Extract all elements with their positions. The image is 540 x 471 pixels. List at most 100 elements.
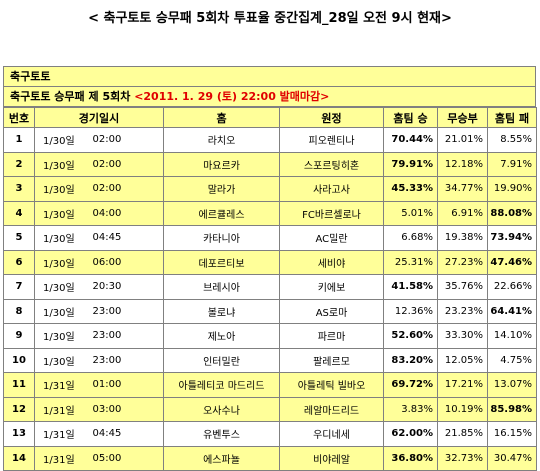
match-date: 1/30일 — [34, 274, 93, 300]
home-team: 오사수나 — [163, 396, 281, 422]
home-team: 마요르카 — [163, 151, 281, 177]
row-number: 13 — [3, 421, 35, 447]
col-header-draw: 무승부 — [437, 107, 489, 128]
row-number: 14 — [3, 445, 35, 471]
match-date: 1/30일 — [34, 151, 93, 177]
home-team: 에르큘레스 — [163, 200, 281, 226]
home-team: 브레시아 — [163, 274, 281, 300]
col-header-away: 원정 — [279, 107, 385, 128]
row-number: 7 — [3, 274, 35, 300]
home-win-rate: 36.80% — [383, 445, 439, 471]
row-number: 6 — [3, 249, 35, 275]
draw-rate: 32.73% — [437, 445, 489, 471]
draw-rate: 10.19% — [437, 396, 489, 422]
home-win-rate: 83.20% — [383, 347, 439, 373]
match-time: 02:00 — [92, 176, 165, 202]
match-date: 1/31일 — [34, 421, 93, 447]
home-team: 라치오 — [163, 127, 281, 153]
match-time: 02:00 — [92, 151, 165, 177]
match-date: 1/30일 — [34, 249, 93, 275]
page-title: < 축구토토 승무패 5회차 투표율 중간집계_28일 오전 9시 현재> — [88, 11, 452, 26]
table-row: 14 1/31일 05:00 에스파뇰 비야레알 36.80% 32.73% 30.47% — [3, 445, 538, 471]
draw-rate: 12.05% — [437, 347, 489, 373]
match-date: 1/30일 — [34, 200, 93, 226]
away-team: FC바르셀로나 — [279, 200, 385, 226]
match-time: 04:45 — [92, 225, 165, 251]
row-number: 4 — [3, 200, 35, 226]
table-row: 5 1/30일 04:45 카타니아 AC밀란 6.68% 19.38% 73.94% — [3, 225, 538, 251]
away-team: 우디네세 — [279, 421, 385, 447]
section-label: 축구토토 — [3, 66, 536, 86]
match-date: 1/30일 — [34, 298, 93, 324]
home-win-rate: 25.31% — [383, 249, 439, 275]
match-time: 23:00 — [92, 347, 165, 373]
col-header-no: 번호 — [3, 107, 35, 128]
row-number: 11 — [3, 372, 35, 398]
home-lose-rate: 14.10% — [487, 323, 538, 349]
row-number: 2 — [3, 151, 35, 177]
away-team: 키에보 — [279, 274, 385, 300]
home-team: 카타니아 — [163, 225, 281, 251]
table-row: 4 1/30일 04:00 에르큘레스 FC바르셀로나 5.01% 6.91% 88.08% — [3, 200, 538, 226]
vote-rate-table-container: 축구토토 축구토토 승무패 제 5회차 <2011. 1. 29 (토) 22:… — [3, 66, 538, 471]
col-header-home: 홈 — [163, 107, 281, 128]
draw-rate: 27.23% — [437, 249, 489, 275]
away-team: 스포르팅히혼 — [279, 151, 385, 177]
away-team: 세비야 — [279, 249, 385, 275]
table-row: 12 1/31일 03:00 오사수나 레알마드리드 3.83% 10.19% 85.98% — [3, 396, 538, 422]
away-team: AC밀란 — [279, 225, 385, 251]
home-team: 유벤투스 — [163, 421, 281, 447]
home-lose-rate: 30.47% — [487, 445, 538, 471]
draw-rate: 33.30% — [437, 323, 489, 349]
home-win-rate: 41.58% — [383, 274, 439, 300]
table-row: 2 1/30일 02:00 마요르카 스포르팅히혼 79.91% 12.18% 7.91% — [3, 151, 538, 177]
home-lose-rate: 19.90% — [487, 176, 538, 202]
vote-rate-table: 번호 경기일시 홈 원정 홈팀 승 무승부 홈팀 패 1 1/30일 02:00 라치… — [3, 107, 538, 471]
match-time: 20:30 — [92, 274, 165, 300]
draw-rate: 6.91% — [437, 200, 489, 226]
home-team: 볼로냐 — [163, 298, 281, 324]
match-date: 1/30일 — [34, 347, 93, 373]
home-lose-rate: 8.55% — [487, 127, 538, 153]
match-date: 1/30일 — [34, 225, 93, 251]
home-lose-rate: 47.46% — [487, 249, 538, 275]
match-date: 1/31일 — [34, 445, 93, 471]
table-row: 10 1/30일 23:00 인터밀란 팔레르모 83.20% 12.05% 4.75% — [3, 347, 538, 373]
home-lose-rate: 4.75% — [487, 347, 538, 373]
table-body: 1 1/30일 02:00 라치오 피오렌티나 70.44% 21.01% 8.55% 2 1/3… — [3, 127, 538, 471]
home-team: 인터밀란 — [163, 347, 281, 373]
home-team: 아틀레티코 마드리드 — [163, 372, 281, 398]
round-header: 축구토토 승무패 제 5회차 <2011. 1. 29 (토) 22:00 발매… — [3, 86, 536, 107]
col-header-home-lose: 홈팀 패 — [487, 107, 538, 128]
home-lose-rate: 13.07% — [487, 372, 538, 398]
home-win-rate: 5.01% — [383, 200, 439, 226]
draw-rate: 12.18% — [437, 151, 489, 177]
draw-rate: 35.76% — [437, 274, 489, 300]
away-team: 팔레르모 — [279, 347, 385, 373]
match-date: 1/31일 — [34, 372, 93, 398]
home-win-rate: 3.83% — [383, 396, 439, 422]
home-win-rate: 62.00% — [383, 421, 439, 447]
row-number: 12 — [3, 396, 35, 422]
match-time: 23:00 — [92, 298, 165, 324]
col-header-home-win: 홈팀 승 — [383, 107, 439, 128]
match-time: 05:00 — [92, 445, 165, 471]
row-number: 8 — [3, 298, 35, 324]
away-team: 파르마 — [279, 323, 385, 349]
home-team: 에스파뇰 — [163, 445, 281, 471]
away-team: 아틀레틱 빌바오 — [279, 372, 385, 398]
match-time: 04:45 — [92, 421, 165, 447]
home-team: 데포르티보 — [163, 249, 281, 275]
match-date: 1/30일 — [34, 176, 93, 202]
away-team: AS로마 — [279, 298, 385, 324]
draw-rate: 21.01% — [437, 127, 489, 153]
away-team: 피오렌티나 — [279, 127, 385, 153]
home-lose-rate: 85.98% — [487, 396, 538, 422]
row-number: 5 — [3, 225, 35, 251]
home-lose-rate: 7.91% — [487, 151, 538, 177]
col-header-datetime: 경기일시 — [33, 107, 165, 128]
match-time: 02:00 — [92, 127, 165, 153]
match-time: 06:00 — [92, 249, 165, 275]
table-row: 8 1/30일 23:00 볼로냐 AS로마 12.36% 23.23% 64.41% — [3, 298, 538, 324]
match-date: 1/30일 — [34, 323, 93, 349]
